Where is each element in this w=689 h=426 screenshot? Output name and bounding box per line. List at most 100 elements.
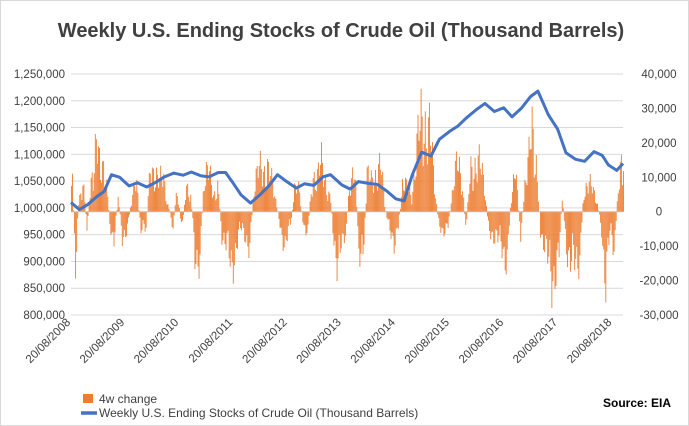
bar-4w-change — [162, 186, 164, 212]
bar-4w-change — [592, 187, 594, 212]
bar-4w-change — [206, 165, 208, 212]
bar-4w-change — [304, 211, 306, 226]
bar-4w-change — [559, 211, 561, 233]
bar-4w-change — [581, 211, 583, 223]
bar-4w-change — [456, 170, 458, 212]
bar-4w-change — [82, 185, 84, 212]
bar-4w-change — [345, 211, 347, 224]
bar-4w-change — [265, 187, 266, 212]
bar-4w-change — [493, 211, 495, 244]
bar-4w-change — [490, 211, 492, 240]
bar-4w-change — [170, 211, 172, 218]
bar-4w-change — [307, 211, 309, 225]
bar-4w-change — [598, 210, 599, 212]
legend-label-crude-stocks: Weekly U.S. Ending Stocks of Crude Oil (… — [99, 406, 418, 420]
y-left-tick-label: 1,050,000 — [14, 176, 65, 188]
bar-4w-change — [141, 211, 143, 231]
bar-4w-change — [131, 205, 133, 212]
bar-4w-change — [571, 211, 573, 262]
bar-4w-change — [548, 211, 550, 257]
bar-4w-change — [524, 179, 526, 212]
bar-4w-change — [430, 145, 431, 212]
bar-4w-change — [506, 211, 508, 250]
bar-4w-change — [213, 195, 215, 212]
bar-4w-change — [422, 166, 424, 212]
bar-4w-change — [188, 196, 190, 212]
bar-4w-change — [76, 211, 78, 252]
bar-4w-change — [286, 211, 288, 242]
bar-4w-change — [124, 211, 126, 237]
bar-4w-change — [132, 194, 134, 212]
bar-4w-change — [185, 199, 187, 212]
bar-4w-change — [248, 211, 250, 259]
bar-4w-change — [320, 164, 321, 212]
bar-4w-change — [330, 202, 332, 212]
bar-4w-change — [202, 191, 204, 212]
y-right-tick-label: 40,000 — [641, 69, 676, 81]
bar-4w-change — [372, 192, 374, 212]
bar-4w-change — [441, 211, 443, 228]
bar-4w-change — [558, 211, 560, 258]
bar-4w-change — [419, 130, 421, 212]
bar-4w-change — [246, 211, 248, 236]
bar-4w-change — [513, 174, 514, 212]
bar-4w-change — [234, 211, 236, 244]
bar-4w-change — [462, 191, 464, 212]
bar-4w-change — [489, 211, 491, 232]
bar-4w-change — [244, 211, 246, 242]
bar-4w-change — [470, 156, 472, 212]
bar-4w-change — [379, 152, 381, 212]
bar-4w-change — [396, 211, 398, 228]
bar-4w-change — [388, 211, 390, 220]
bar-4w-change — [491, 211, 493, 233]
bar-4w-change — [147, 196, 149, 212]
bar-4w-change — [609, 211, 611, 231]
bar-4w-change — [168, 208, 170, 212]
bar-4w-change — [136, 179, 138, 212]
bar-4w-change — [88, 204, 90, 212]
bar-4w-change — [464, 211, 466, 214]
bar-4w-change — [160, 165, 162, 212]
bar-4w-change — [280, 211, 282, 228]
bar-4w-change — [125, 211, 127, 237]
bar-4w-change — [486, 206, 487, 212]
bar-4w-change — [149, 173, 151, 212]
bar-4w-change — [203, 190, 205, 212]
line-crude-stocks — [70, 89, 625, 211]
bar-4w-change — [201, 211, 203, 214]
bar-4w-change — [148, 172, 150, 212]
bar-4w-change — [283, 211, 285, 248]
bar-4w-change — [154, 191, 155, 212]
bar-4w-change — [226, 211, 228, 233]
bar-4w-change — [443, 211, 445, 237]
bar-4w-change — [143, 211, 145, 224]
bar-4w-change — [536, 182, 538, 212]
bar-4w-change — [431, 154, 432, 212]
bar-4w-change — [474, 157, 476, 212]
bar-4w-change — [173, 211, 175, 216]
bar-4w-change — [450, 203, 452, 212]
bar-4w-change — [420, 88, 422, 212]
x-tick-label: 20/08/2018 — [565, 317, 614, 366]
bar-4w-change — [255, 168, 257, 212]
bar-4w-change — [158, 187, 160, 212]
bar-4w-change — [140, 211, 142, 234]
bar-4w-change — [314, 189, 316, 212]
bar-4w-change — [156, 167, 157, 212]
bar-4w-change — [322, 162, 323, 212]
bar-4w-change — [485, 200, 486, 212]
bar-4w-change — [74, 211, 76, 234]
y-right-tick-label: 0 — [656, 207, 662, 219]
bar-4w-change — [116, 209, 118, 212]
bar-4w-change — [292, 209, 293, 212]
bar-4w-change — [129, 211, 131, 215]
y-left-tick-label: 900,000 — [23, 256, 65, 268]
bar-4w-change — [432, 142, 433, 212]
bar-4w-change — [614, 211, 616, 231]
bar-4w-change — [471, 166, 473, 212]
bar-4w-change — [193, 211, 195, 233]
bar-4w-change — [123, 211, 125, 231]
bar-4w-change — [564, 211, 566, 229]
